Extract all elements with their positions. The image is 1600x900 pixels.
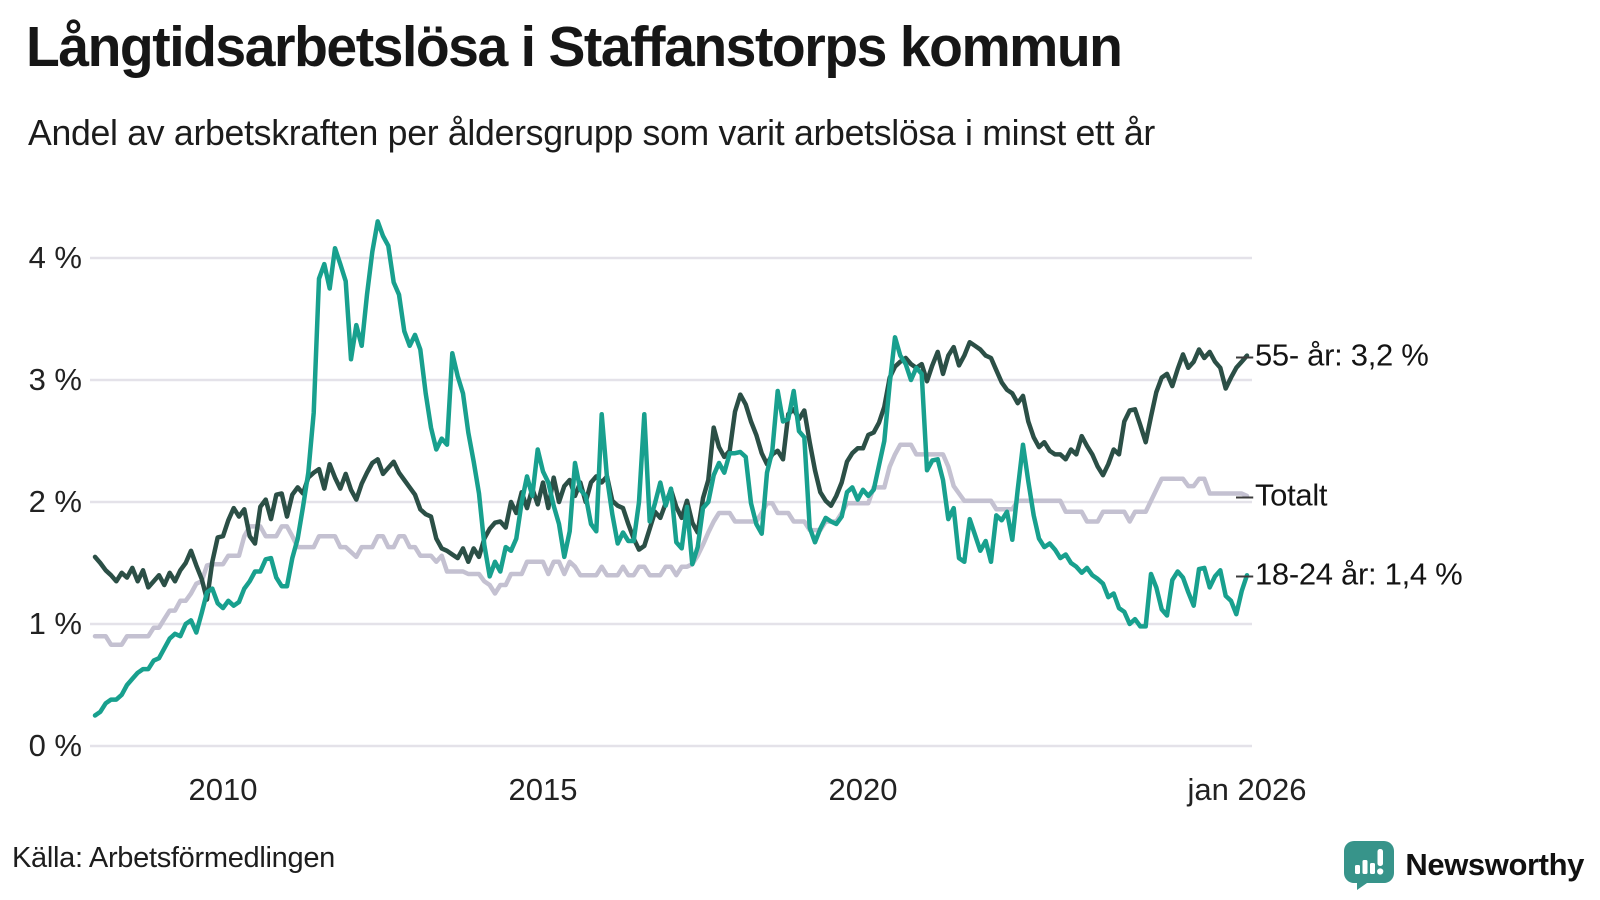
x-tick-label: jan 2026: [1187, 772, 1307, 807]
page-subtitle: Andel av arbetskraften per åldersgrupp s…: [28, 112, 1155, 153]
brand-name: Newsworthy: [1405, 847, 1584, 882]
label-tick-dash: –: [1236, 556, 1253, 592]
series-end-label-text: 18-24 år: 1,4 %: [1254, 556, 1463, 592]
y-tick-label: 2 %: [29, 484, 82, 519]
series-end-label-text: Totalt: [1254, 477, 1328, 513]
line-chart: 0 % 1 % 2 % 3 % 4 % 2010 2015 2020 jan 2026: [29, 219, 1307, 807]
y-tick-label: 3 %: [29, 362, 82, 397]
x-tick-label: 2015: [509, 772, 578, 807]
brand-logo: Newsworthy: [1343, 840, 1584, 890]
x-tick-label: 2010: [189, 772, 258, 807]
y-tick-label: 0 %: [29, 728, 82, 763]
y-tick-label: 4 %: [29, 240, 82, 275]
series-end-label-text: 55- år: 3,2 %: [1254, 336, 1429, 372]
series-line-totalt: [92, 442, 1250, 647]
series-end-label-55plus: –55- år: 3,2 %: [1236, 337, 1429, 373]
series-line-18-24: [92, 219, 1250, 718]
bar-chart-speech-bubble-icon: [1344, 841, 1395, 890]
x-tick-label: 2020: [829, 772, 898, 807]
y-tick-label: 1 %: [29, 606, 82, 641]
label-tick-dash: –: [1236, 336, 1253, 372]
series-end-label-totalt: –Totalt: [1236, 477, 1328, 513]
source-note: Källa: Arbetsförmedlingen: [12, 842, 335, 874]
label-tick-dash: –: [1236, 477, 1253, 513]
page-title: Långtidsarbetslösa i Staffanstorps kommu…: [26, 15, 1123, 79]
series-end-label-18-24: –18-24 år: 1,4 %: [1236, 556, 1463, 592]
